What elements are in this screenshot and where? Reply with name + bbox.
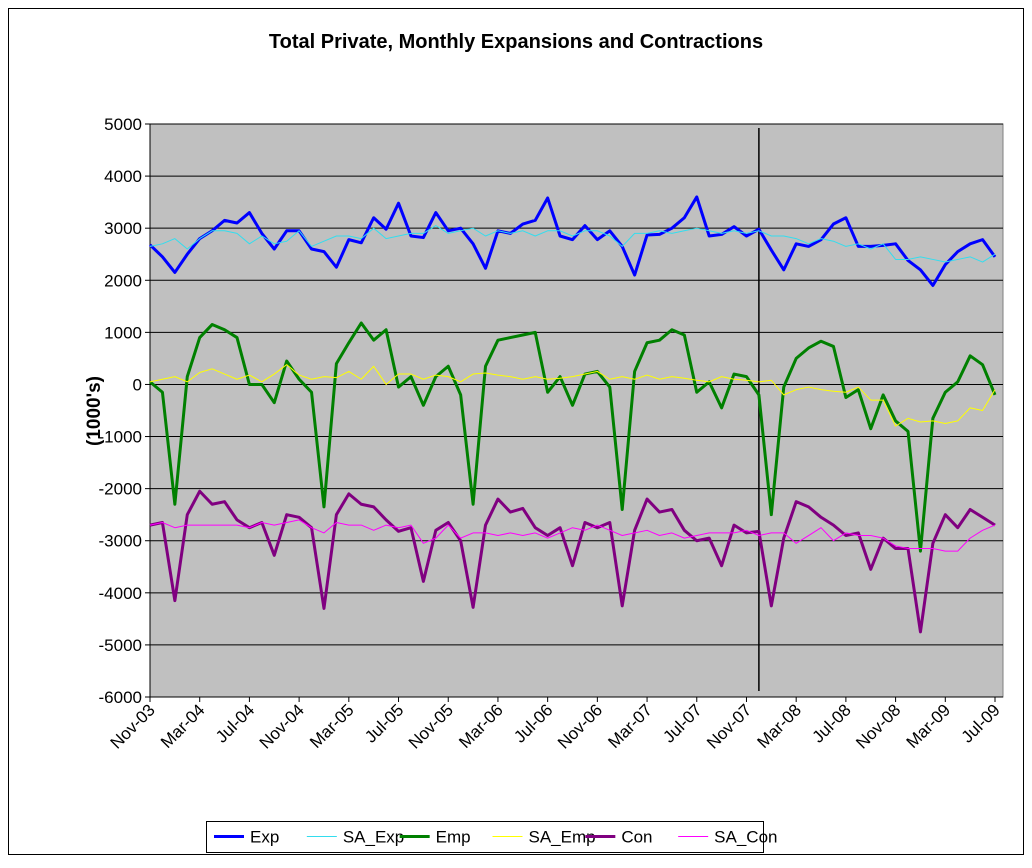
y-tick-label: -6000 — [99, 688, 142, 707]
series-line — [149, 519, 996, 552]
series-line — [149, 321, 997, 553]
legend-label: SA_Exp — [343, 828, 404, 847]
y-tick-label: -2000 — [99, 480, 142, 499]
legend-label: SA_Emp — [529, 828, 596, 847]
y-tick-label: 1000 — [104, 323, 142, 342]
y-tick-label: 2000 — [104, 271, 142, 290]
y-axis-title: (1000's) — [84, 376, 105, 446]
y-tick-label: 3000 — [104, 219, 142, 238]
series-line — [149, 225, 996, 263]
y-tick-label: 5000 — [104, 115, 142, 134]
series-line — [149, 489, 996, 634]
y-tick-label: -1000 — [99, 428, 142, 447]
legend-label: Con — [621, 828, 652, 847]
chart-title: Total Private, Monthly Expansions and Co… — [269, 31, 763, 53]
series-line — [148, 195, 997, 287]
series-line — [149, 364, 996, 427]
plot-area — [149, 123, 1004, 698]
legend-label: Exp — [250, 828, 279, 847]
y-tick-label: -5000 — [99, 636, 142, 655]
legend-box — [206, 821, 764, 853]
y-tick-label: 0 — [133, 375, 142, 394]
legend-label: Emp — [436, 828, 471, 847]
y-tick-label: -4000 — [99, 584, 142, 603]
y-tick-label: -3000 — [99, 532, 142, 551]
y-tick-label: 4000 — [104, 167, 142, 186]
legend-label: SA_Con — [714, 828, 777, 847]
